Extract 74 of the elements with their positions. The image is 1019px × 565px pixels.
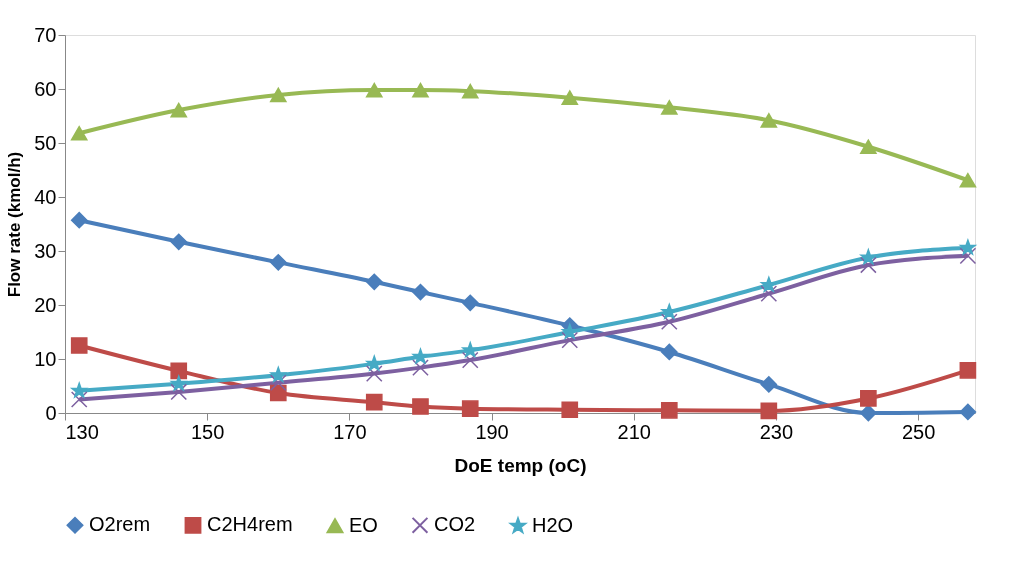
- x-tick-label: 150: [191, 420, 225, 443]
- y-tick-label: 10: [34, 347, 57, 370]
- point: [561, 90, 579, 105]
- point: [269, 87, 287, 103]
- y-tick-label: 60: [34, 77, 57, 100]
- point: [561, 401, 579, 419]
- point: [70, 125, 88, 141]
- point: [660, 100, 678, 115]
- point: [860, 404, 877, 422]
- point: [412, 398, 429, 415]
- point: [760, 285, 778, 302]
- point: [70, 337, 88, 354]
- point: [365, 273, 383, 291]
- point: [412, 82, 429, 98]
- y-tick-label: 70: [34, 23, 57, 46]
- point: [412, 359, 429, 376]
- point: [461, 400, 479, 418]
- point: [365, 82, 383, 98]
- x-tick-label: 130: [65, 420, 99, 443]
- legend-label: CO2: [434, 513, 476, 536]
- point: [270, 366, 287, 383]
- x-tick-label: 230: [759, 420, 794, 443]
- point: [959, 172, 977, 188]
- y-tick-label: 0: [45, 401, 57, 424]
- point: [561, 331, 579, 349]
- point: [170, 375, 187, 391]
- point: [70, 211, 88, 229]
- point: [959, 403, 977, 421]
- legend-label: EO: [349, 513, 378, 536]
- legend-label: C2H4rem: [207, 513, 293, 536]
- y-axis-title: Flow rate (kmol/h): [5, 151, 25, 298]
- x-tick-label: 190: [475, 420, 509, 443]
- point: [269, 254, 287, 271]
- point: [660, 401, 678, 419]
- point: [760, 376, 778, 393]
- point: [170, 383, 188, 401]
- point: [462, 342, 479, 358]
- point: [170, 233, 188, 251]
- point: [860, 249, 877, 265]
- point: [461, 294, 479, 312]
- y-tick-label: 30: [34, 239, 57, 262]
- point: [170, 102, 188, 118]
- point: [365, 365, 383, 382]
- point: [269, 374, 287, 392]
- point: [760, 402, 778, 420]
- point: [70, 391, 88, 408]
- point: [461, 351, 479, 369]
- point: [760, 113, 778, 128]
- point: [660, 313, 678, 331]
- point: [760, 276, 777, 292]
- point: [170, 362, 188, 380]
- point: [959, 362, 977, 379]
- y-tick-label: 50: [34, 131, 57, 154]
- x-tick-label: 170: [333, 420, 367, 443]
- point: [860, 390, 877, 407]
- point: [365, 393, 383, 411]
- x-axis-title: DoE temp (oC): [454, 454, 587, 476]
- y-tick-label: 20: [34, 293, 57, 316]
- x-tick-label: 210: [617, 420, 651, 443]
- point: [461, 83, 479, 99]
- x-tick-label: 250: [901, 420, 936, 443]
- point: [860, 256, 877, 274]
- point: [860, 139, 877, 155]
- point: [366, 355, 383, 371]
- point: [412, 348, 429, 364]
- point: [660, 343, 678, 361]
- legend-label: O2rem: [89, 513, 151, 536]
- legend-label: H2O: [532, 514, 574, 536]
- y-tick-label: 40: [34, 185, 57, 208]
- point: [561, 323, 578, 339]
- point: [959, 239, 976, 255]
- point: [412, 283, 429, 301]
- point: [71, 382, 88, 398]
- point: [959, 247, 977, 265]
